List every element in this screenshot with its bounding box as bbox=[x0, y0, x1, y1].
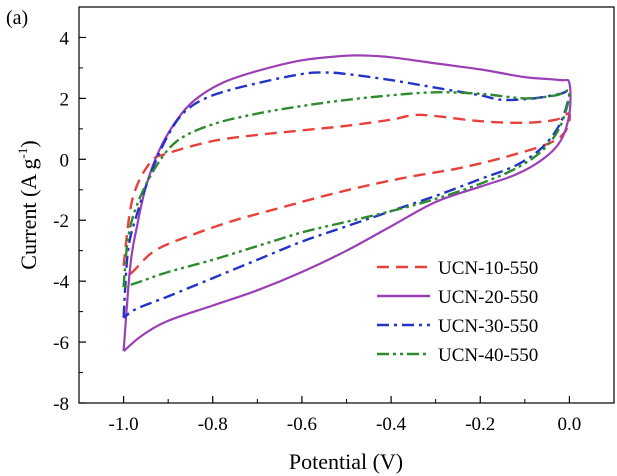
legend-label: UCN-20-550 bbox=[438, 287, 538, 308]
y-tick-label: 4 bbox=[60, 28, 70, 49]
x-tick-label: -0.4 bbox=[376, 414, 407, 435]
legend-label: UCN-10-550 bbox=[438, 258, 538, 279]
series-line-ucn-10-550 bbox=[122, 112, 572, 280]
x-tick-label: 0.0 bbox=[558, 414, 582, 435]
y-tick-label: -2 bbox=[53, 211, 69, 232]
series-line-ucn-40-550 bbox=[122, 89, 571, 289]
panel-label: (a) bbox=[6, 7, 28, 29]
legend-label: UCN-40-550 bbox=[438, 345, 538, 366]
y-tick-label: -8 bbox=[53, 394, 69, 415]
x-axis: -1.0 -0.8 -0.6 -0.4 -0.2 0.0 bbox=[109, 396, 582, 435]
curves-group bbox=[122, 54, 572, 353]
y-tick-label: 2 bbox=[60, 89, 70, 110]
y-tick-label: 0 bbox=[60, 150, 70, 171]
y-tick-label: -4 bbox=[53, 272, 69, 293]
x-tick-label: -1.0 bbox=[109, 414, 139, 435]
y-axis-title: Current (A g-1) bbox=[15, 140, 41, 269]
x-axis-title: Potential (V) bbox=[289, 449, 403, 474]
y-axis: -8 -6 -4 -2 0 2 4 bbox=[53, 28, 86, 415]
y-axis-title-main: Current (A g bbox=[16, 158, 41, 269]
x-tick-label: -0.6 bbox=[287, 414, 317, 435]
plot-frame bbox=[78, 6, 615, 404]
series-line-ucn-30-550 bbox=[122, 71, 571, 319]
y-axis-title-sup: -1 bbox=[15, 148, 30, 159]
x-tick-label: -0.8 bbox=[198, 414, 228, 435]
x-tick-label: -0.2 bbox=[465, 414, 495, 435]
legend: UCN-10-550 UCN-20-550 UCN-30-550 UCN-40-550 bbox=[377, 258, 538, 366]
y-axis-title-close: ) bbox=[16, 140, 41, 147]
legend-label: UCN-30-550 bbox=[438, 316, 538, 337]
y-tick-label: -6 bbox=[53, 333, 69, 354]
